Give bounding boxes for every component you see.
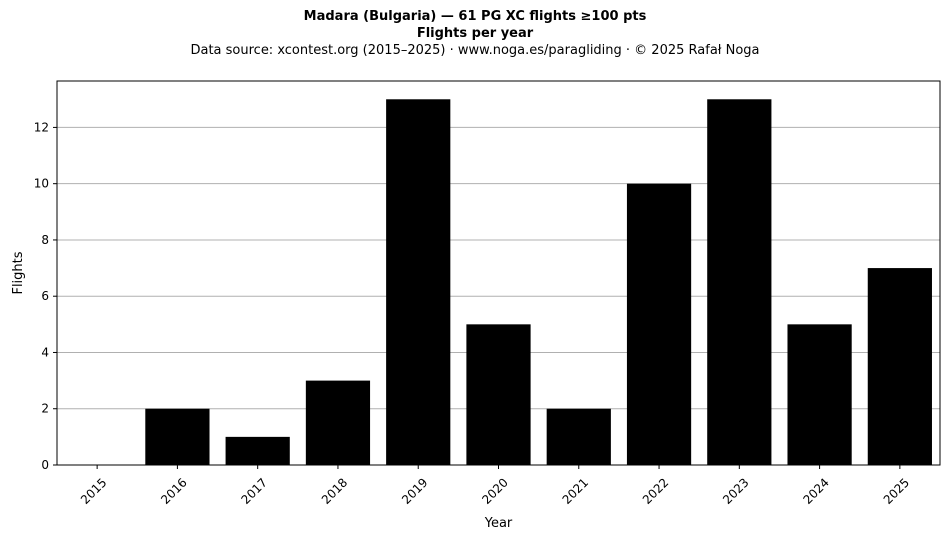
bar-2023	[707, 99, 772, 466]
x-tick-label: 2017	[239, 475, 270, 506]
bar-2021	[546, 408, 611, 465]
y-tick-label: 6	[41, 289, 49, 303]
x-tick-label: 2018	[319, 475, 350, 506]
x-tick-label: 2020	[479, 475, 510, 506]
y-axis: 0 2 4 6 8 10 12	[34, 120, 57, 472]
y-tick-label: 8	[41, 233, 49, 247]
chart-titles: Madara (Bulgaria) — 61 PG XC flights ≥10…	[0, 8, 950, 59]
y-tick-label: 2	[41, 402, 49, 416]
x-axis: 2015 2016 2017 2018 2019 2020 2021 2022 2023 2024…	[78, 465, 912, 507]
bar-2017	[225, 436, 290, 465]
x-tick-label: 2021	[560, 475, 591, 506]
bar-2022	[626, 183, 692, 465]
x-tick-label: 2015	[78, 475, 109, 506]
bar-2020	[466, 324, 531, 465]
bars	[145, 99, 932, 466]
x-tick-label: 2016	[158, 475, 189, 506]
x-tick-label: 2024	[800, 475, 831, 506]
y-tick-label: 0	[41, 458, 49, 472]
x-tick-label: 2019	[399, 475, 430, 506]
bar-2016	[145, 408, 210, 465]
chart-subtitle: Flights per year	[416, 26, 534, 41]
bar-2025	[867, 268, 932, 465]
chart-source-note: Data source: xcontest.org (2015–2025) · …	[190, 43, 760, 58]
bar-2024	[787, 324, 852, 465]
bar-2019	[386, 99, 451, 466]
y-axis-label: Flights	[11, 251, 26, 294]
x-tick-label: 2023	[720, 475, 751, 506]
chart-title: Madara (Bulgaria) — 61 PG XC flights ≥10…	[303, 9, 647, 24]
x-tick-label: 2022	[640, 475, 671, 506]
y-tick-label: 12	[34, 120, 49, 134]
x-tick-label: 2025	[881, 475, 912, 506]
x-axis-label: Year	[484, 516, 513, 531]
y-tick-label: 10	[34, 177, 49, 191]
bar-2018	[305, 380, 371, 465]
y-tick-label: 4	[41, 345, 49, 359]
